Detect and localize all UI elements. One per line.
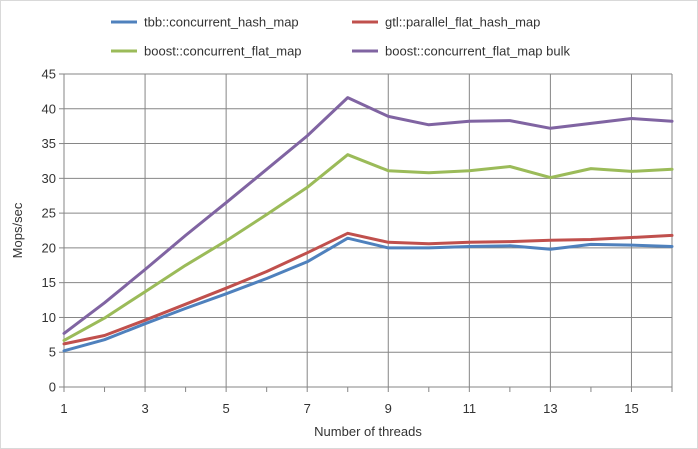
y-axis-title: Mops/sec	[10, 202, 25, 258]
y-tick-label: 25	[42, 206, 56, 221]
series-line-4	[62, 96, 674, 335]
y-tick-label: 0	[49, 380, 56, 395]
y-tick-label: 20	[42, 240, 56, 255]
legend-label: tbb::concurrent_hash_map	[144, 15, 299, 30]
y-tick-label: 15	[42, 275, 56, 290]
x-tick-label: 13	[543, 401, 557, 416]
y-tick-label: 40	[42, 101, 56, 116]
legend-label: boost::concurrent_flat_map bulk	[385, 44, 570, 59]
series-lines	[62, 96, 674, 353]
x-tick-label: 9	[385, 401, 392, 416]
x-tick-label: 15	[624, 401, 638, 416]
series-line-1	[62, 236, 674, 353]
y-tick-label: 45	[42, 67, 56, 82]
y-tick-label: 30	[42, 171, 56, 186]
gridlines	[64, 73, 672, 387]
x-tick-label: 3	[141, 401, 148, 416]
y-tick-label: 35	[42, 136, 56, 151]
x-tick-label: 7	[304, 401, 311, 416]
series-line-2	[62, 231, 674, 346]
legend-label: boost::concurrent_flat_map	[144, 44, 302, 59]
x-tick-label: 5	[223, 401, 230, 416]
legend-label: gtl::parallel_flat_hash_map	[385, 15, 540, 30]
x-tick-label: 11	[463, 401, 477, 416]
x-axis-title: Number of threads	[314, 424, 422, 439]
y-tick-label: 10	[42, 310, 56, 325]
x-tick-label: 1	[60, 401, 67, 416]
axes	[59, 73, 673, 392]
y-tick-label: 5	[49, 345, 56, 360]
series-line-3	[62, 153, 674, 342]
legend: tbb::concurrent_hash_map gtl::parallel_fl…	[111, 15, 570, 59]
